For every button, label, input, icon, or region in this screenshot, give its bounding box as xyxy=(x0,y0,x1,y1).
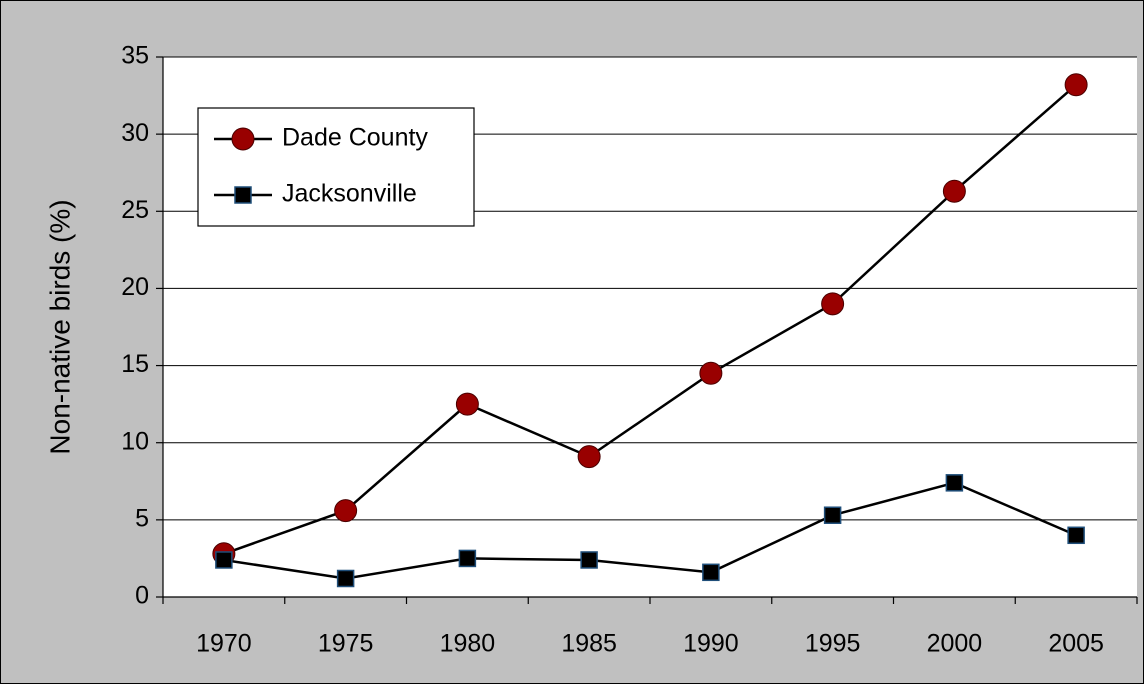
y-tick-label: 10 xyxy=(121,427,149,455)
marker xyxy=(215,551,233,569)
marker xyxy=(699,361,723,385)
legend-marker xyxy=(231,127,255,151)
x-tick-label: 1990 xyxy=(683,630,739,658)
y-axis-label: Non-native birds (%) xyxy=(44,199,75,454)
x-tick-label: 1970 xyxy=(196,630,252,658)
marker xyxy=(336,569,355,588)
marker xyxy=(334,499,358,523)
marker xyxy=(945,474,964,492)
legend-label: Dade County xyxy=(282,124,428,152)
y-tick-label: 5 xyxy=(135,504,149,532)
marker xyxy=(1064,73,1088,97)
marker xyxy=(577,445,601,469)
x-tick-label: 1975 xyxy=(318,630,374,658)
legend: Dade County Jacksonville xyxy=(197,107,475,227)
marker xyxy=(1067,526,1085,545)
y-tick-label: 0 xyxy=(135,582,149,610)
series-line xyxy=(223,481,1077,580)
x-tick-label: 2005 xyxy=(1048,630,1104,658)
marker xyxy=(455,392,479,416)
marker xyxy=(823,506,842,524)
marker xyxy=(821,292,845,316)
x-tick-label: 1985 xyxy=(561,630,617,658)
x-tick-label: 1995 xyxy=(805,630,861,658)
legend-label: Jacksonville xyxy=(282,180,417,208)
y-tick-label: 15 xyxy=(121,350,149,378)
y-tick-label: 20 xyxy=(121,273,149,301)
y-tick-label: 35 xyxy=(121,42,149,70)
marker xyxy=(702,563,720,582)
marker xyxy=(580,551,598,569)
marker xyxy=(942,179,966,203)
x-tick-label: 2000 xyxy=(927,630,983,658)
series-line xyxy=(223,83,1077,555)
y-tick-label: 25 xyxy=(121,196,149,224)
legend-marker xyxy=(234,186,252,204)
y-tick-label: 30 xyxy=(121,119,149,147)
marker xyxy=(458,549,477,568)
x-tick-label: 1980 xyxy=(440,630,496,658)
